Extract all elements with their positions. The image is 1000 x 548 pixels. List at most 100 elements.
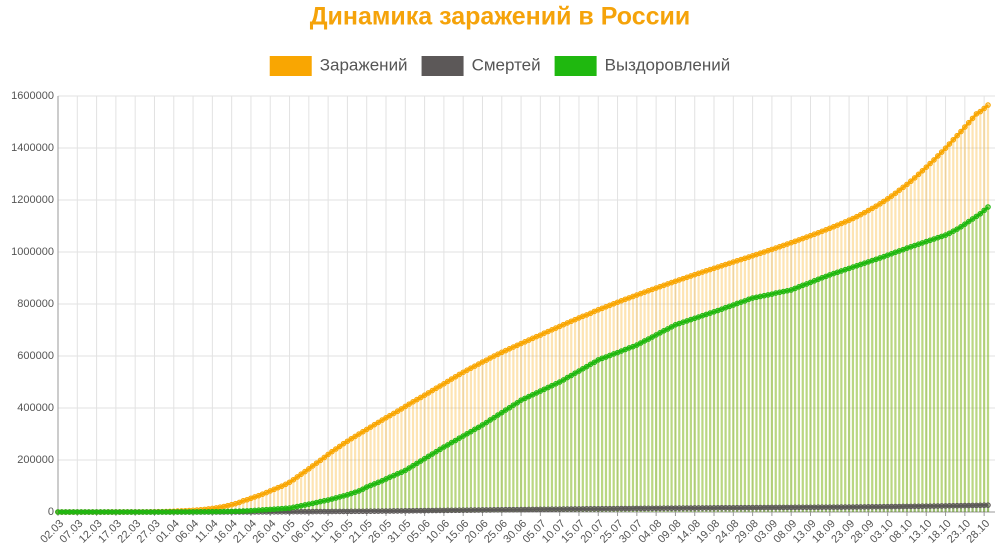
bar: [589, 364, 592, 512]
point: [564, 506, 571, 512]
bar: [477, 364, 480, 512]
bar: [921, 242, 924, 512]
bar: [902, 187, 905, 512]
bar: [408, 404, 411, 512]
point: [340, 440, 347, 447]
bar: [303, 471, 307, 512]
bar: [485, 360, 488, 512]
bar: [442, 447, 445, 512]
point: [255, 507, 262, 513]
bar: [612, 508, 615, 512]
bar: [288, 482, 291, 512]
bar: [817, 232, 820, 512]
bar: [655, 334, 658, 512]
bar: [963, 505, 966, 512]
bar: [643, 340, 646, 512]
legend-label: Выздоровлений: [605, 55, 731, 74]
bar: [983, 108, 986, 512]
bar: [759, 253, 762, 513]
bar: [554, 383, 557, 512]
point: [309, 508, 316, 515]
bar: [890, 196, 893, 513]
point: [749, 504, 756, 511]
point: [298, 471, 304, 478]
bar: [639, 343, 642, 512]
point: [232, 508, 239, 515]
bar: [782, 291, 785, 512]
bar: [381, 480, 384, 512]
bar: [327, 454, 330, 512]
point: [576, 368, 582, 374]
point: [429, 451, 436, 457]
bar: [956, 135, 959, 512]
point: [518, 506, 524, 513]
point: [965, 502, 972, 509]
bar: [724, 307, 727, 512]
bar: [709, 313, 712, 512]
point: [221, 508, 227, 515]
bar: [720, 265, 723, 512]
bar: [319, 501, 322, 512]
bar: [342, 495, 345, 512]
bar: [473, 366, 476, 512]
point: [417, 507, 424, 514]
bar: [743, 300, 746, 512]
bar: [948, 144, 951, 513]
bar: [658, 286, 662, 512]
bar: [381, 420, 384, 512]
y-tick-label: 1600000: [11, 90, 54, 102]
bar: [465, 370, 469, 512]
bar: [940, 152, 943, 512]
point: [726, 504, 733, 511]
bar: [809, 282, 812, 512]
point: [259, 507, 266, 513]
point: [722, 504, 729, 511]
bar: [446, 444, 449, 512]
point: [155, 509, 162, 515]
bar: [712, 268, 716, 512]
point: [406, 507, 412, 514]
bar: [527, 396, 530, 512]
point: [857, 504, 864, 510]
y-tick-label: 800000: [17, 298, 54, 310]
bar: [369, 427, 372, 512]
point: [209, 508, 216, 515]
bar: [929, 506, 932, 512]
point: [502, 506, 509, 513]
bar: [508, 348, 511, 512]
point: [942, 145, 949, 151]
bar: [261, 494, 264, 512]
bar: [778, 292, 781, 512]
point: [935, 503, 941, 509]
point: [313, 508, 320, 515]
bar: [616, 508, 619, 512]
bar: [786, 290, 789, 512]
point: [541, 506, 548, 513]
bar: [585, 508, 588, 512]
point: [680, 505, 686, 511]
bar: [323, 457, 326, 512]
bar: [546, 331, 550, 512]
bar: [986, 505, 990, 512]
bar: [967, 221, 970, 512]
bar: [851, 267, 855, 512]
point: [568, 372, 575, 379]
point: [718, 504, 725, 511]
point: [510, 402, 517, 408]
bar: [701, 272, 704, 512]
point: [830, 504, 837, 510]
bar: [427, 456, 430, 512]
bar: [573, 319, 577, 512]
point: [923, 503, 930, 509]
bar: [543, 333, 546, 512]
point: [583, 506, 590, 512]
bar: [346, 441, 349, 512]
bar: [674, 281, 677, 512]
point: [942, 503, 949, 509]
point: [896, 187, 903, 194]
bar: [581, 508, 584, 512]
bar: [388, 415, 391, 512]
bar: [350, 493, 353, 512]
point: [861, 504, 868, 510]
bar: [408, 468, 411, 512]
